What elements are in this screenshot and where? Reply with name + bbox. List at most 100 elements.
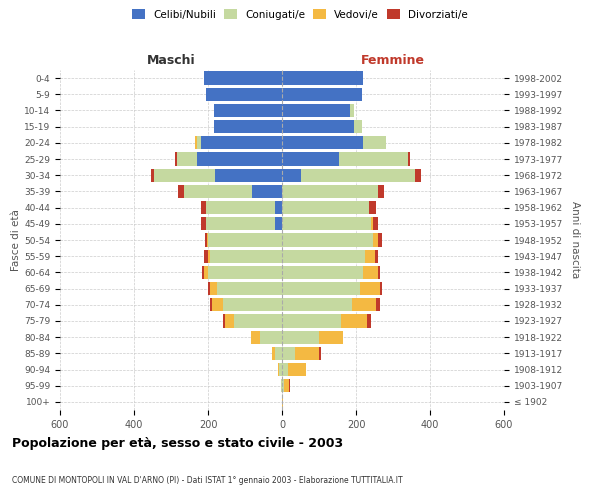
Bar [373, 217, 378, 230]
Bar [208, 250, 210, 263]
Bar [278, 363, 279, 376]
Bar [197, 136, 200, 149]
Bar [319, 330, 343, 344]
Bar [282, 120, 354, 134]
Bar [206, 201, 275, 214]
Bar [275, 217, 282, 230]
Y-axis label: Fasce di età: Fasce di età [11, 209, 21, 271]
Bar [287, 363, 306, 376]
Bar [279, 363, 282, 376]
Bar [282, 152, 340, 166]
Bar [260, 330, 282, 344]
Bar [212, 298, 223, 312]
Bar [223, 298, 282, 312]
Bar [341, 314, 367, 328]
Bar [282, 396, 283, 408]
Bar [208, 234, 282, 246]
Bar [295, 346, 319, 360]
Bar [176, 152, 197, 166]
Bar [151, 168, 154, 182]
Bar [376, 298, 380, 312]
Bar [415, 168, 421, 182]
Bar [378, 185, 384, 198]
Bar [197, 152, 282, 166]
Bar [350, 104, 354, 117]
Bar [340, 152, 408, 166]
Bar [378, 266, 380, 279]
Bar [202, 266, 204, 279]
Bar [282, 201, 369, 214]
Bar [282, 266, 364, 279]
Bar [210, 298, 212, 312]
Bar [200, 217, 206, 230]
Bar [217, 282, 282, 295]
Bar [282, 346, 295, 360]
Bar [275, 346, 282, 360]
Bar [200, 201, 206, 214]
Bar [210, 282, 217, 295]
Bar [281, 379, 282, 392]
Bar [378, 234, 382, 246]
Bar [208, 266, 282, 279]
Bar [301, 168, 415, 182]
Bar [352, 298, 376, 312]
Bar [284, 379, 289, 392]
Bar [367, 314, 371, 328]
Text: Popolazione per età, sesso e stato civile - 2003: Popolazione per età, sesso e stato civil… [12, 437, 343, 450]
Bar [289, 379, 290, 392]
Bar [373, 234, 378, 246]
Bar [360, 282, 380, 295]
Bar [364, 136, 386, 149]
Bar [282, 217, 371, 230]
Bar [205, 234, 207, 246]
Bar [364, 266, 378, 279]
Bar [223, 314, 224, 328]
Bar [354, 120, 362, 134]
Bar [214, 104, 282, 117]
Bar [195, 136, 197, 149]
Bar [282, 298, 352, 312]
Bar [210, 250, 282, 263]
Bar [204, 72, 282, 85]
Legend: Celibi/Nubili, Coniugati/e, Vedovi/e, Divorziati/e: Celibi/Nubili, Coniugati/e, Vedovi/e, Di… [128, 5, 472, 24]
Bar [184, 185, 253, 198]
Bar [282, 379, 284, 392]
Bar [282, 363, 287, 376]
Bar [282, 104, 350, 117]
Bar [282, 136, 364, 149]
Bar [214, 120, 282, 134]
Bar [275, 201, 282, 214]
Bar [408, 152, 410, 166]
Bar [200, 136, 282, 149]
Bar [282, 88, 362, 101]
Bar [206, 88, 282, 101]
Bar [234, 314, 282, 328]
Bar [207, 234, 208, 246]
Bar [154, 168, 215, 182]
Bar [208, 282, 210, 295]
Bar [282, 168, 301, 182]
Bar [224, 314, 234, 328]
Bar [178, 185, 184, 198]
Bar [253, 185, 282, 198]
Bar [371, 217, 373, 230]
Bar [206, 217, 275, 230]
Bar [282, 314, 341, 328]
Bar [204, 250, 208, 263]
Bar [215, 168, 282, 182]
Bar [251, 330, 260, 344]
Y-axis label: Anni di nascita: Anni di nascita [569, 202, 580, 278]
Bar [204, 266, 208, 279]
Bar [380, 282, 382, 295]
Bar [282, 185, 378, 198]
Bar [319, 346, 321, 360]
Bar [282, 282, 360, 295]
Bar [282, 250, 365, 263]
Bar [282, 234, 373, 246]
Bar [369, 201, 376, 214]
Bar [365, 250, 374, 263]
Bar [282, 330, 319, 344]
Text: Femmine: Femmine [361, 54, 425, 68]
Bar [272, 346, 275, 360]
Bar [374, 250, 378, 263]
